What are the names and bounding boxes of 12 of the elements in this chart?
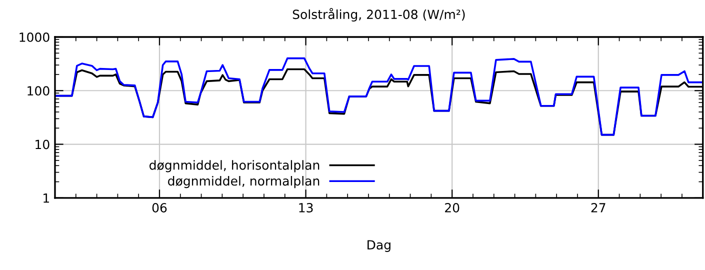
legend-label: døgnmiddel, horisontalplan	[150, 160, 320, 172]
x-axis-title: Dag	[368, 240, 390, 252]
y-tick-label: 1	[44, 194, 49, 203]
y-tick-label: 10	[36, 140, 50, 150]
x-tick-label: 27	[591, 202, 606, 212]
y-tick-label: 100	[28, 86, 50, 96]
x-tick-label: 20	[445, 202, 460, 212]
x-tick-label: 13	[299, 202, 313, 212]
legend-label: døgnmiddel, normalplan	[168, 176, 320, 188]
x-tick-label: 06	[152, 202, 167, 212]
chart-title: Solstråling, 2011-08 (W/m²)	[292, 8, 465, 22]
y-tick-label: 1000	[20, 32, 50, 42]
